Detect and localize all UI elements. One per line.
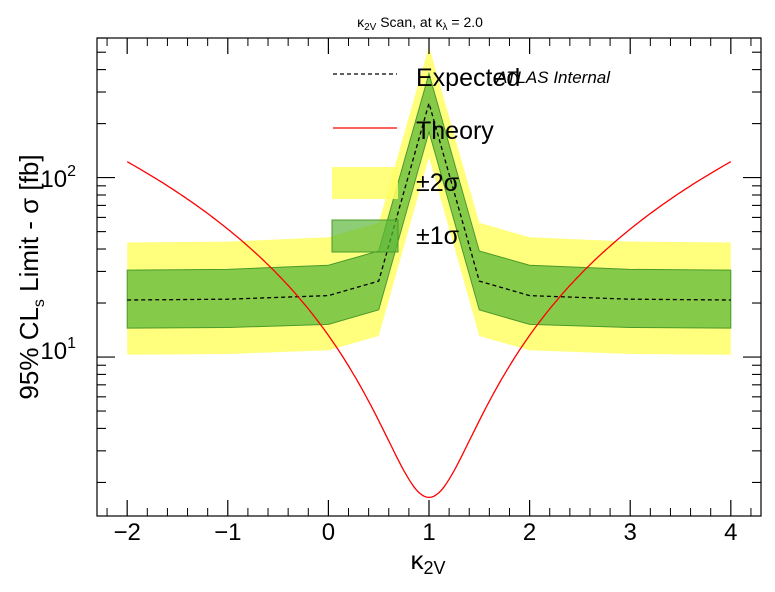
legend-band2-label: ±2σ (416, 169, 460, 197)
x-tick-label: −2 (113, 519, 140, 546)
y-tick-label-10: 101 (40, 335, 76, 365)
x-axis-label: κ2V (410, 545, 445, 578)
y-axis-sub: s (31, 299, 48, 307)
x-tick-label: −1 (214, 519, 241, 546)
band-1sigma (126, 71, 732, 329)
title-end: = 2.0 (447, 14, 483, 30)
x-axis-sub: 2V (423, 558, 445, 578)
x-tick-label: 1 (422, 519, 435, 546)
x-axis-kappa: κ (410, 545, 424, 575)
x-tick-label: 3 (624, 519, 637, 546)
y-tick-10-base: 10 (40, 338, 67, 365)
y-tick-label-100: 102 (40, 163, 76, 193)
x-tick-label: 0 (322, 519, 335, 546)
lines-layer (126, 100, 732, 499)
bands-layer (126, 46, 732, 355)
title-kappa2: κ (435, 14, 443, 30)
legend-theory-label: Theory (416, 117, 494, 145)
title-sub-2v: 2V (364, 22, 377, 33)
x-tick-label: 2 (523, 519, 536, 546)
legend-band1-swatch (331, 219, 399, 253)
y-axis-right: Limit - σ [fb] (14, 154, 44, 299)
theory-line (126, 161, 732, 499)
legend-expected-label: Expected (416, 64, 520, 92)
title-kappa: κ (357, 14, 365, 30)
y-axis-label: 95% CLs Limit - σ [fb] (14, 154, 48, 399)
y-axis-left: 95% CL (14, 307, 44, 400)
y-tick-100-exp: 2 (67, 163, 76, 180)
chart-title: κ2V Scan, at κλ = 2.0 (357, 14, 483, 33)
expected-line (127, 100, 731, 301)
y-tick-10-exp: 1 (67, 335, 76, 352)
y-tick-100-base: 10 (40, 166, 67, 193)
legend: Expected Theory ±2σ ±1σ (331, 64, 520, 253)
x-tick-label: 4 (724, 519, 737, 546)
ticks-layer: −2 −1 0 1 2 3 4 (97, 37, 761, 546)
legend-band2-swatch (332, 167, 398, 199)
title-sub-lambda: λ (442, 22, 447, 33)
atlas-internal-label: ATLAS Internal (495, 68, 611, 87)
title-middle: Scan, at (376, 14, 435, 30)
legend-band1-label: ±1σ (416, 222, 460, 250)
